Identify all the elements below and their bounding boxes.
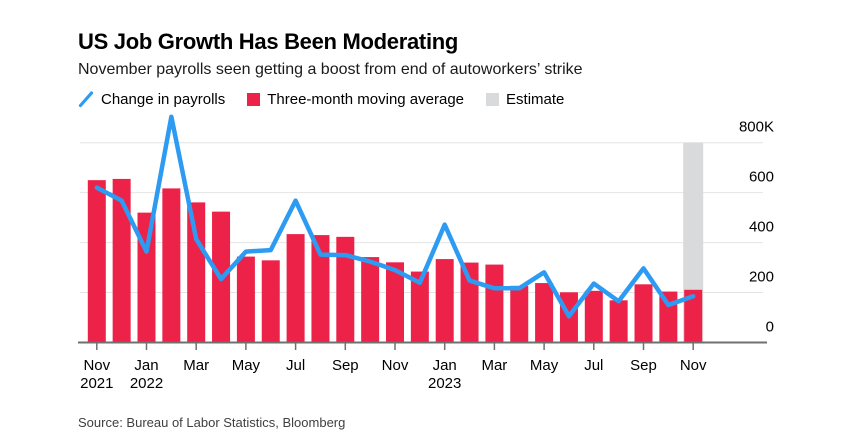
x-tick-year-label-2022: 2022 <box>130 375 163 392</box>
bar-series-icon <box>247 93 261 106</box>
legend-label-estimate: Estimate <box>506 91 565 108</box>
change-in-payrolls-line <box>94 114 696 319</box>
bar-feb-2023 <box>460 262 479 343</box>
legend-item-estimate: Estimate <box>486 91 564 108</box>
bar-nov-2022 <box>386 262 404 343</box>
bar-dec-2021 <box>112 178 131 343</box>
bar-dec-2022 <box>410 271 429 343</box>
legend: Change in payrolls Three-month moving av… <box>78 91 564 108</box>
bar-jul-2023 <box>584 290 603 343</box>
x-tick-label-jul-2022: Jul <box>286 357 305 374</box>
x-tick-label-may-2023: May <box>530 357 559 374</box>
x-tick-label-nov-2022: Nov <box>382 357 409 374</box>
bar-jul-2022 <box>286 234 305 343</box>
x-tick-label-mar-2022: Mar <box>183 357 209 374</box>
x-tick-label-may-2022: May <box>232 357 261 374</box>
bar-aug-2023 <box>609 300 628 343</box>
bar-may-2022 <box>236 256 255 343</box>
x-tick-label-jan-2023: Jan <box>433 357 457 374</box>
x-tick-year-label-2023: 2023 <box>428 375 461 392</box>
bar-mar-2023 <box>485 264 504 343</box>
bar-jan-2022 <box>137 212 156 343</box>
x-tick-label-jan-2022: Jan <box>134 357 158 374</box>
bar-jan-2023 <box>435 259 454 343</box>
y-tick-label-200: 200 <box>749 269 774 286</box>
bar-sep-2023 <box>634 284 653 343</box>
bar-nov-2021 <box>87 180 106 343</box>
y-tick-label-800k: 800K <box>739 119 774 136</box>
x-tick-label-sep-2023: Sep <box>630 357 657 374</box>
y-tick-label-0: 0 <box>766 319 774 336</box>
bar-may-2023 <box>535 283 554 343</box>
legend-label-change-in-payrolls: Change in payrolls <box>101 91 226 108</box>
bar-nov-2023 <box>684 289 703 343</box>
y-tick-label-600: 600 <box>749 169 774 186</box>
legend-item-three-month-moving-average: Three-month moving average <box>247 91 464 108</box>
source-note: Source: Bureau of Labor Statistics, Bloo… <box>78 415 346 430</box>
bar-sep-2022 <box>336 236 355 343</box>
y-tick-label-400: 400 <box>749 219 774 236</box>
bar-apr-2023 <box>510 285 529 343</box>
x-tick-label-jul-2023: Jul <box>584 357 603 374</box>
legend-label-three-month-moving-average: Three-month moving average <box>267 91 465 108</box>
estimate-icon <box>486 93 500 106</box>
chart-subtitle: November payrolls seen getting a boost f… <box>78 61 583 78</box>
x-tick-label-sep-2022: Sep <box>332 357 359 374</box>
line-series-icon <box>78 91 94 108</box>
bar-aug-2022 <box>311 235 330 343</box>
legend-item-change-in-payrolls: Change in payrolls <box>78 91 225 108</box>
x-tick-label-nov-2021: Nov <box>83 357 110 374</box>
bar-oct-2022 <box>361 257 380 343</box>
x-tick-label-mar-2023: Mar <box>481 357 507 374</box>
bar-jun-2022 <box>261 260 280 343</box>
bar-feb-2022 <box>162 188 181 343</box>
x-tick-year-label-2021: 2021 <box>80 375 113 392</box>
x-tick-label-nov-2023: Nov <box>680 357 707 374</box>
bar-mar-2022 <box>187 202 206 343</box>
chart-title: US Job Growth Has Been Moderating <box>78 29 459 54</box>
